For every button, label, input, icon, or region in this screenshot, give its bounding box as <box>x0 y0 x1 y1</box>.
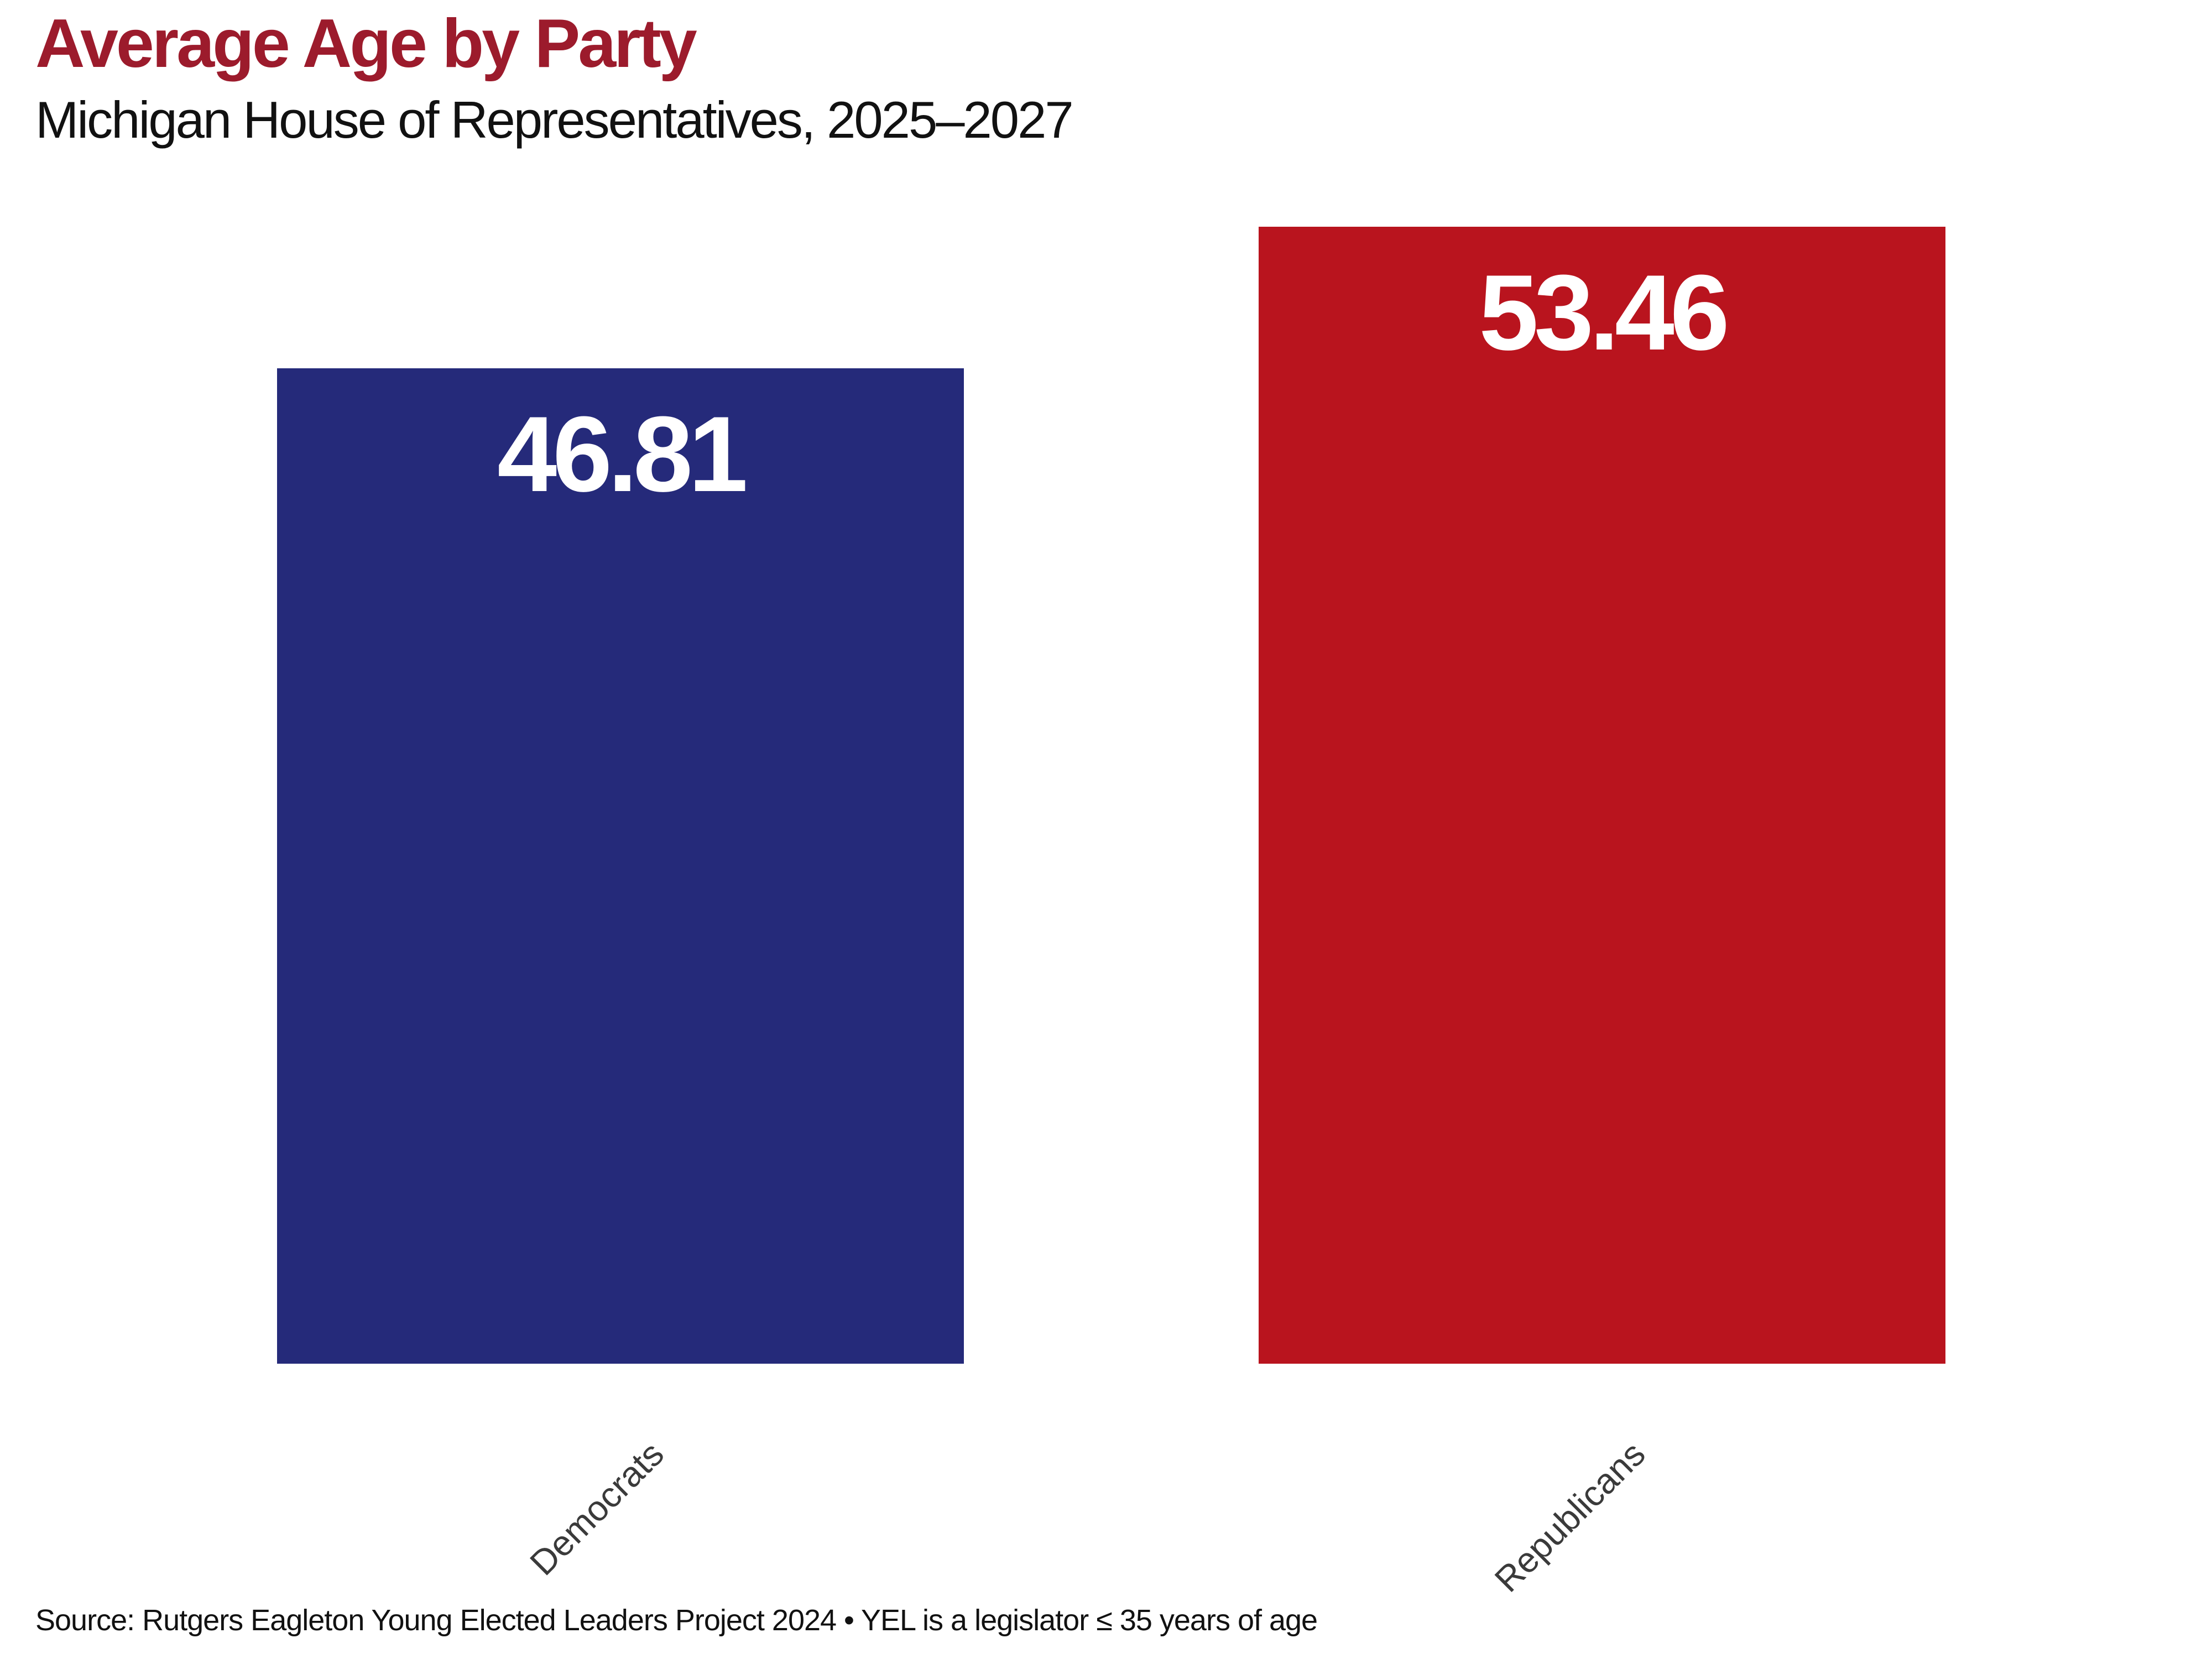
bar-republicans: 53.46 <box>1259 227 1945 1364</box>
category-label-republicans: Republicans <box>1486 1433 1653 1600</box>
category-label-democrats: Democrats <box>521 1433 671 1583</box>
bar-value-democrats: 46.81 <box>497 394 748 514</box>
bar-democrats: 46.81 <box>277 368 964 1364</box>
bar-value-republicans: 53.46 <box>1479 253 1729 373</box>
source-note: Source: Rutgers Eagleton Young Elected L… <box>35 1604 1318 1637</box>
chart-title: Average Age by Party <box>35 6 697 82</box>
chart-subtitle: Michigan House of Representatives, 2025–… <box>35 91 1074 149</box>
